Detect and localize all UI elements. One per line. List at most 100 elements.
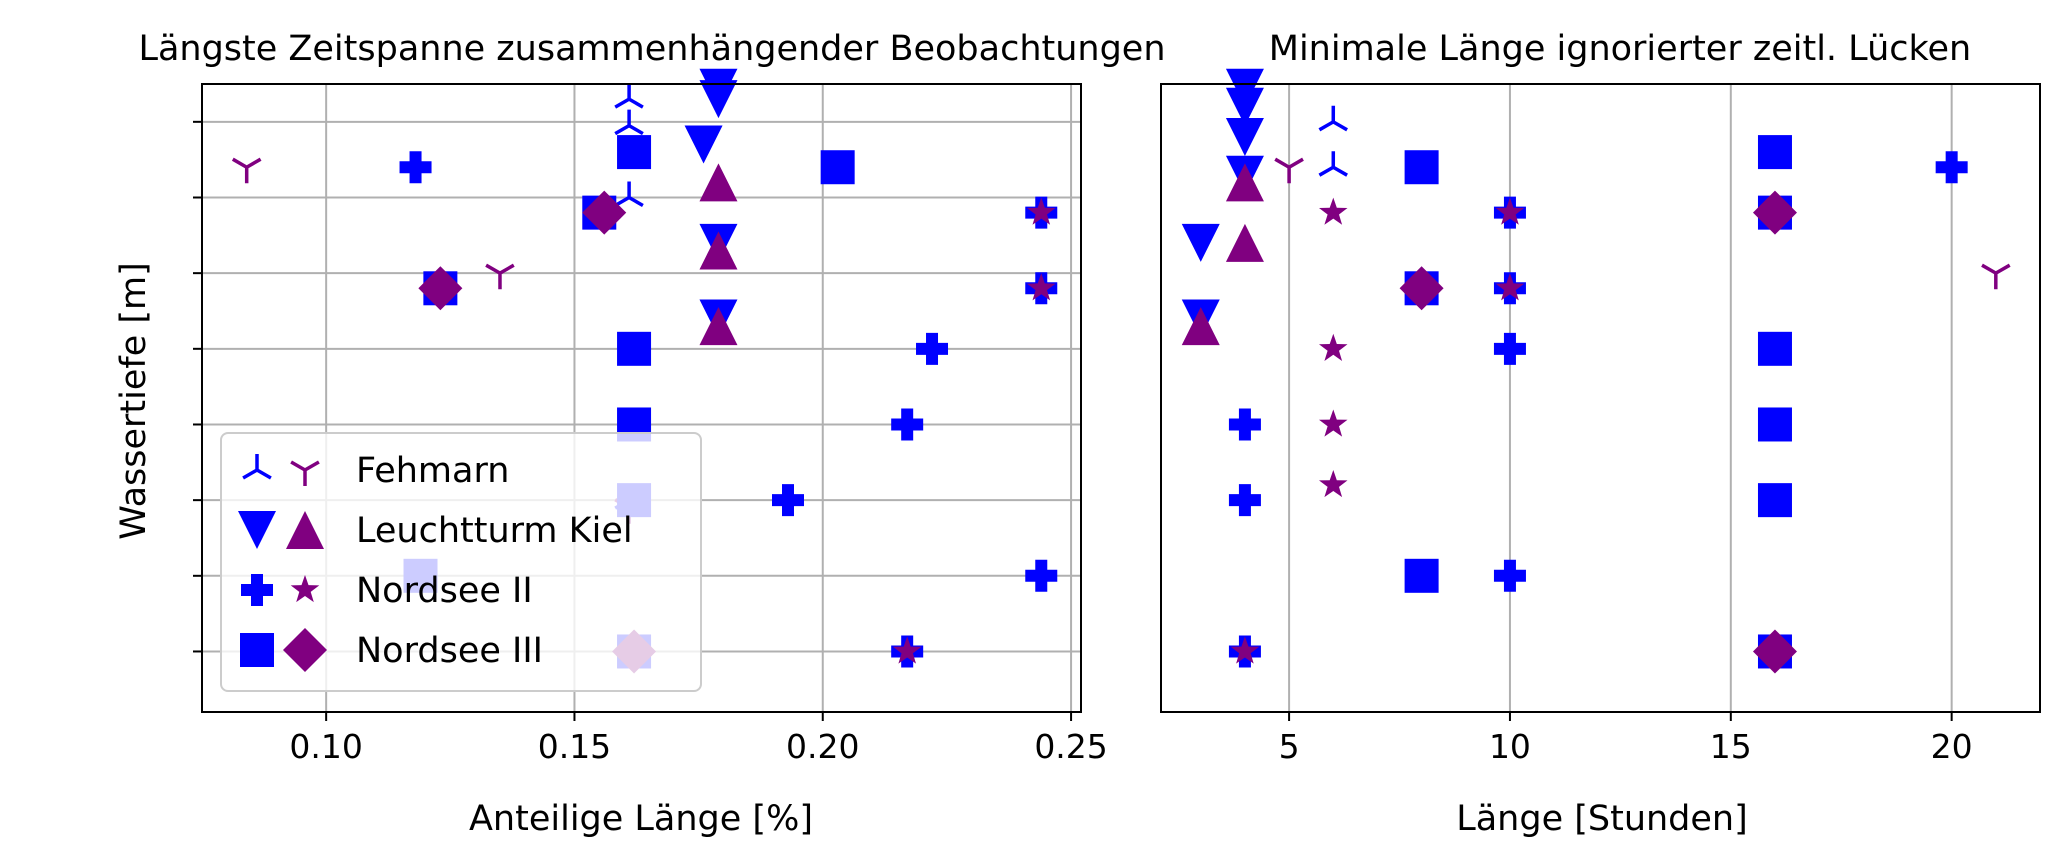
x-tick-label: 15 [1710,727,1752,766]
series-nordsee-ii-star [892,197,1056,664]
right-chart-title: Minimale Länge ignorierter zeitl. Lücken [1269,29,1971,69]
data-point [916,332,949,365]
legend-marker-blue [242,454,272,480]
data-point [892,636,922,664]
data-point [1225,117,1264,156]
data-point [684,125,723,164]
data-point [1757,331,1792,366]
data-point [1225,87,1264,126]
data-point [1319,409,1348,437]
data-point [1027,273,1056,301]
data-point [1757,407,1792,442]
data-point [1274,157,1304,184]
right-x-axis-label: Länge [Stunden] [1456,799,1748,839]
data-point [1025,559,1058,592]
data-point [1495,273,1525,301]
data-point [1319,333,1348,361]
data-point [1318,151,1348,177]
legend-label: Fehmarn [356,451,509,491]
series-nordsee-ii-star [1230,197,1525,664]
data-point [699,163,738,202]
x-tick-label: 0.25 [1034,727,1107,766]
data-point [617,331,652,366]
x-tick-label: 0.10 [289,727,362,766]
data-point [1752,629,1797,674]
legend-marker-blue [240,633,274,667]
data-point [1181,223,1220,262]
data-point [617,135,652,170]
x-tick-label: 0.15 [538,727,611,766]
series-leuchtturm-kiel-triangle_up [1181,163,1264,346]
x-tick-label: 20 [1931,727,1973,766]
data-point [1181,307,1220,346]
data-point [418,266,463,311]
x-tick-label: 0.20 [786,727,859,766]
legend-label: Nordsee II [356,571,533,611]
legend-marker-purple [286,511,324,549]
data-point [699,307,738,346]
data-point [1228,408,1261,441]
legend-entry: Fehmarn [242,451,509,491]
data-point [1981,263,2011,290]
series-nordsee-ii-plus [1228,151,1968,668]
series-fehmarn-tri_down [1318,105,1348,177]
series-nordsee-iii-diamond [1399,190,1797,674]
data-point [582,190,627,235]
data-point [1228,484,1261,517]
data-point [614,83,644,109]
data-point [1318,105,1348,132]
left-x-axis-label: Anteilige Länge [%] [469,799,813,839]
legend-marker-blue [241,574,273,606]
data-point [1404,558,1439,593]
legend-entry: Nordsee III [240,628,543,672]
left-y-axis-label: Wassertiefe [m] [114,262,154,540]
legend-marker-purple [290,460,320,486]
series-leuchtturm-kiel-triangle_up [699,163,738,346]
data-point [1495,197,1525,225]
legend-label: Leuchtturm Kiel [356,511,633,551]
data-point [1493,559,1526,592]
left-panel: Längste Zeitspanne zusammenhängender Beo… [114,29,1166,839]
legend: Fehmarn Leuchtturm Kiel Nordsee II Nordsee … [220,432,702,692]
right-panel: Minimale Länge ignorierter zeitl. Lücken… [1269,29,1971,839]
data-point [1757,483,1792,518]
x-tick-label: 10 [1489,727,1531,766]
data-point [891,408,924,441]
data-point [1319,197,1348,225]
data-point [1319,470,1348,498]
data-point [1752,190,1797,235]
data-point [699,80,738,119]
left-chart-title: Längste Zeitspanne zusammenhängender Beo… [138,29,1165,69]
series-fehmarn-tri_up [1274,157,2011,290]
data-point [1493,332,1526,365]
data-point [1399,266,1444,311]
data-point [1027,197,1056,225]
panel-1-plot: 5 10 15 20 [1160,68,2041,766]
series-leuchtturm-kiel-triangle_down [684,68,738,338]
data-point [1757,135,1792,170]
data-point [1230,636,1260,664]
data-point [614,181,644,208]
data-point [614,109,644,136]
legend-entry: Nordsee II [241,571,533,611]
data-point [1404,150,1439,185]
data-point [1935,151,1968,184]
legend-box [220,432,702,692]
legend-label: Nordsee III [356,631,543,671]
legend-marker-blue [238,511,276,549]
data-point [399,151,432,184]
data-point [231,157,262,184]
x-tick-label: 5 [1279,727,1300,766]
axes-frame [1160,83,2041,713]
data-point [1225,223,1264,262]
data-point [1225,163,1264,202]
axes-frame [201,83,1082,713]
data-point [772,484,804,517]
series-leuchtturm-kiel-triangle_down [1181,68,1264,338]
series-nordsee-iii-square [1404,135,1792,669]
data-point [485,263,515,290]
legend-marker-purple [283,628,327,672]
data-point [699,231,738,270]
data-point [820,150,855,185]
